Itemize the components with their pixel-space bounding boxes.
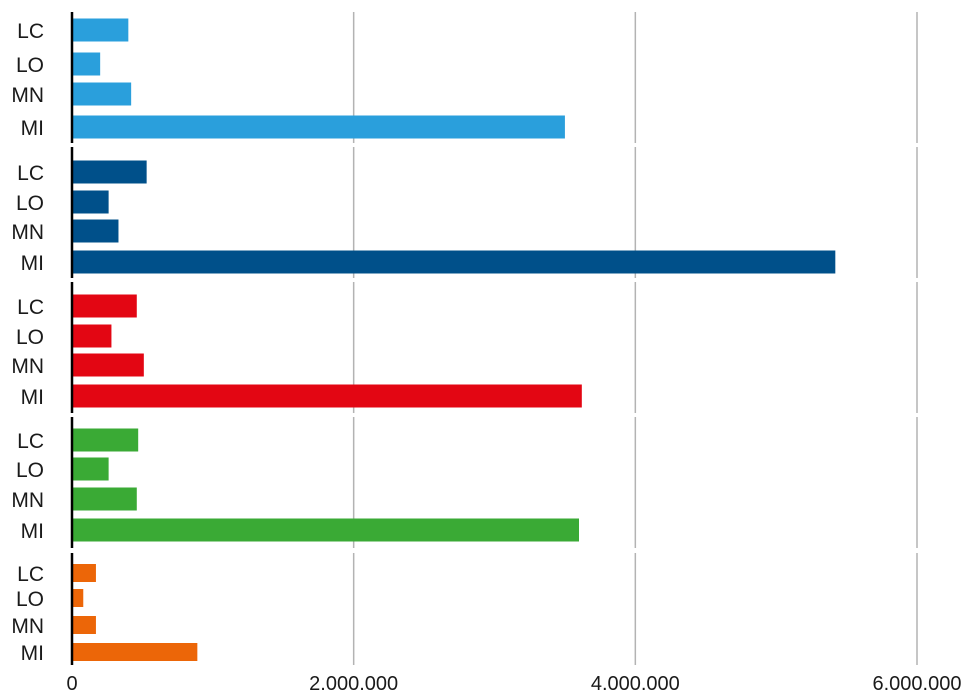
x-axis-ticks: 0 2.000.000 4.000.000 6.000.000 [66, 673, 961, 695]
category-label-group-3-mi: MI [21, 386, 44, 409]
category-label-group-3-lo: LO [16, 326, 44, 349]
bar-group-2-mi [72, 250, 836, 274]
bar-group-5-lc [72, 564, 96, 582]
bar-group-2-lc [72, 160, 147, 184]
bar-group-5-mn [72, 616, 96, 634]
category-label-group-5-lc: LC [17, 563, 44, 586]
category-label-group-4-mi: MI [21, 520, 44, 543]
bar-group-3-mi [72, 384, 582, 408]
category-label-group-1-mn: MN [11, 84, 44, 107]
bar-group-2-lo [72, 190, 109, 214]
category-label-group-1-mi: MI [21, 117, 44, 140]
category-label-group-2-mn: MN [11, 221, 44, 244]
category-label-group-4-mn: MN [11, 489, 44, 512]
category-label-group-5-mn: MN [11, 615, 44, 638]
category-label-group-4-lo: LO [16, 459, 44, 482]
x-tick-label-2: 4.000.000 [591, 673, 680, 695]
category-label-group-1-lc: LC [17, 20, 44, 43]
bars [72, 18, 836, 661]
bar-group-1-mi [72, 115, 565, 139]
category-label-group-2-lc: LC [17, 162, 44, 185]
bar-group-3-mn [72, 353, 144, 377]
bar-group-1-lo [72, 52, 101, 76]
category-label-group-3-lc: LC [17, 296, 44, 319]
bar-group-5-lo [72, 589, 84, 607]
bar-group-3-lc [72, 294, 137, 318]
category-label-group-1-lo: LO [16, 54, 44, 77]
bar-group-4-mn [72, 487, 137, 511]
category-label-group-5-lo: LO [16, 588, 44, 611]
category-label-group-2-lo: LO [16, 192, 44, 215]
bar-group-1-lc [72, 18, 129, 42]
bar-group-4-lo [72, 457, 109, 481]
bar-group-5-mi [72, 643, 198, 661]
category-label-group-4-lc: LC [17, 430, 44, 453]
x-tick-label-3: 6.000.000 [873, 673, 962, 695]
bar-group-4-mi [72, 518, 579, 542]
bar-group-1-mn [72, 82, 132, 106]
bar-group-2-mn [72, 219, 119, 243]
category-label-group-3-mn: MN [11, 355, 44, 378]
grid-lines [352, 12, 918, 665]
bar-group-4-lc [72, 428, 139, 452]
bar-group-3-lo [72, 324, 112, 348]
x-tick-label-0: 0 [66, 673, 77, 695]
category-label-group-2-mi: MI [21, 252, 44, 275]
category-label-group-5-mi: MI [21, 642, 44, 665]
x-tick-label-1: 2.000.000 [309, 673, 398, 695]
